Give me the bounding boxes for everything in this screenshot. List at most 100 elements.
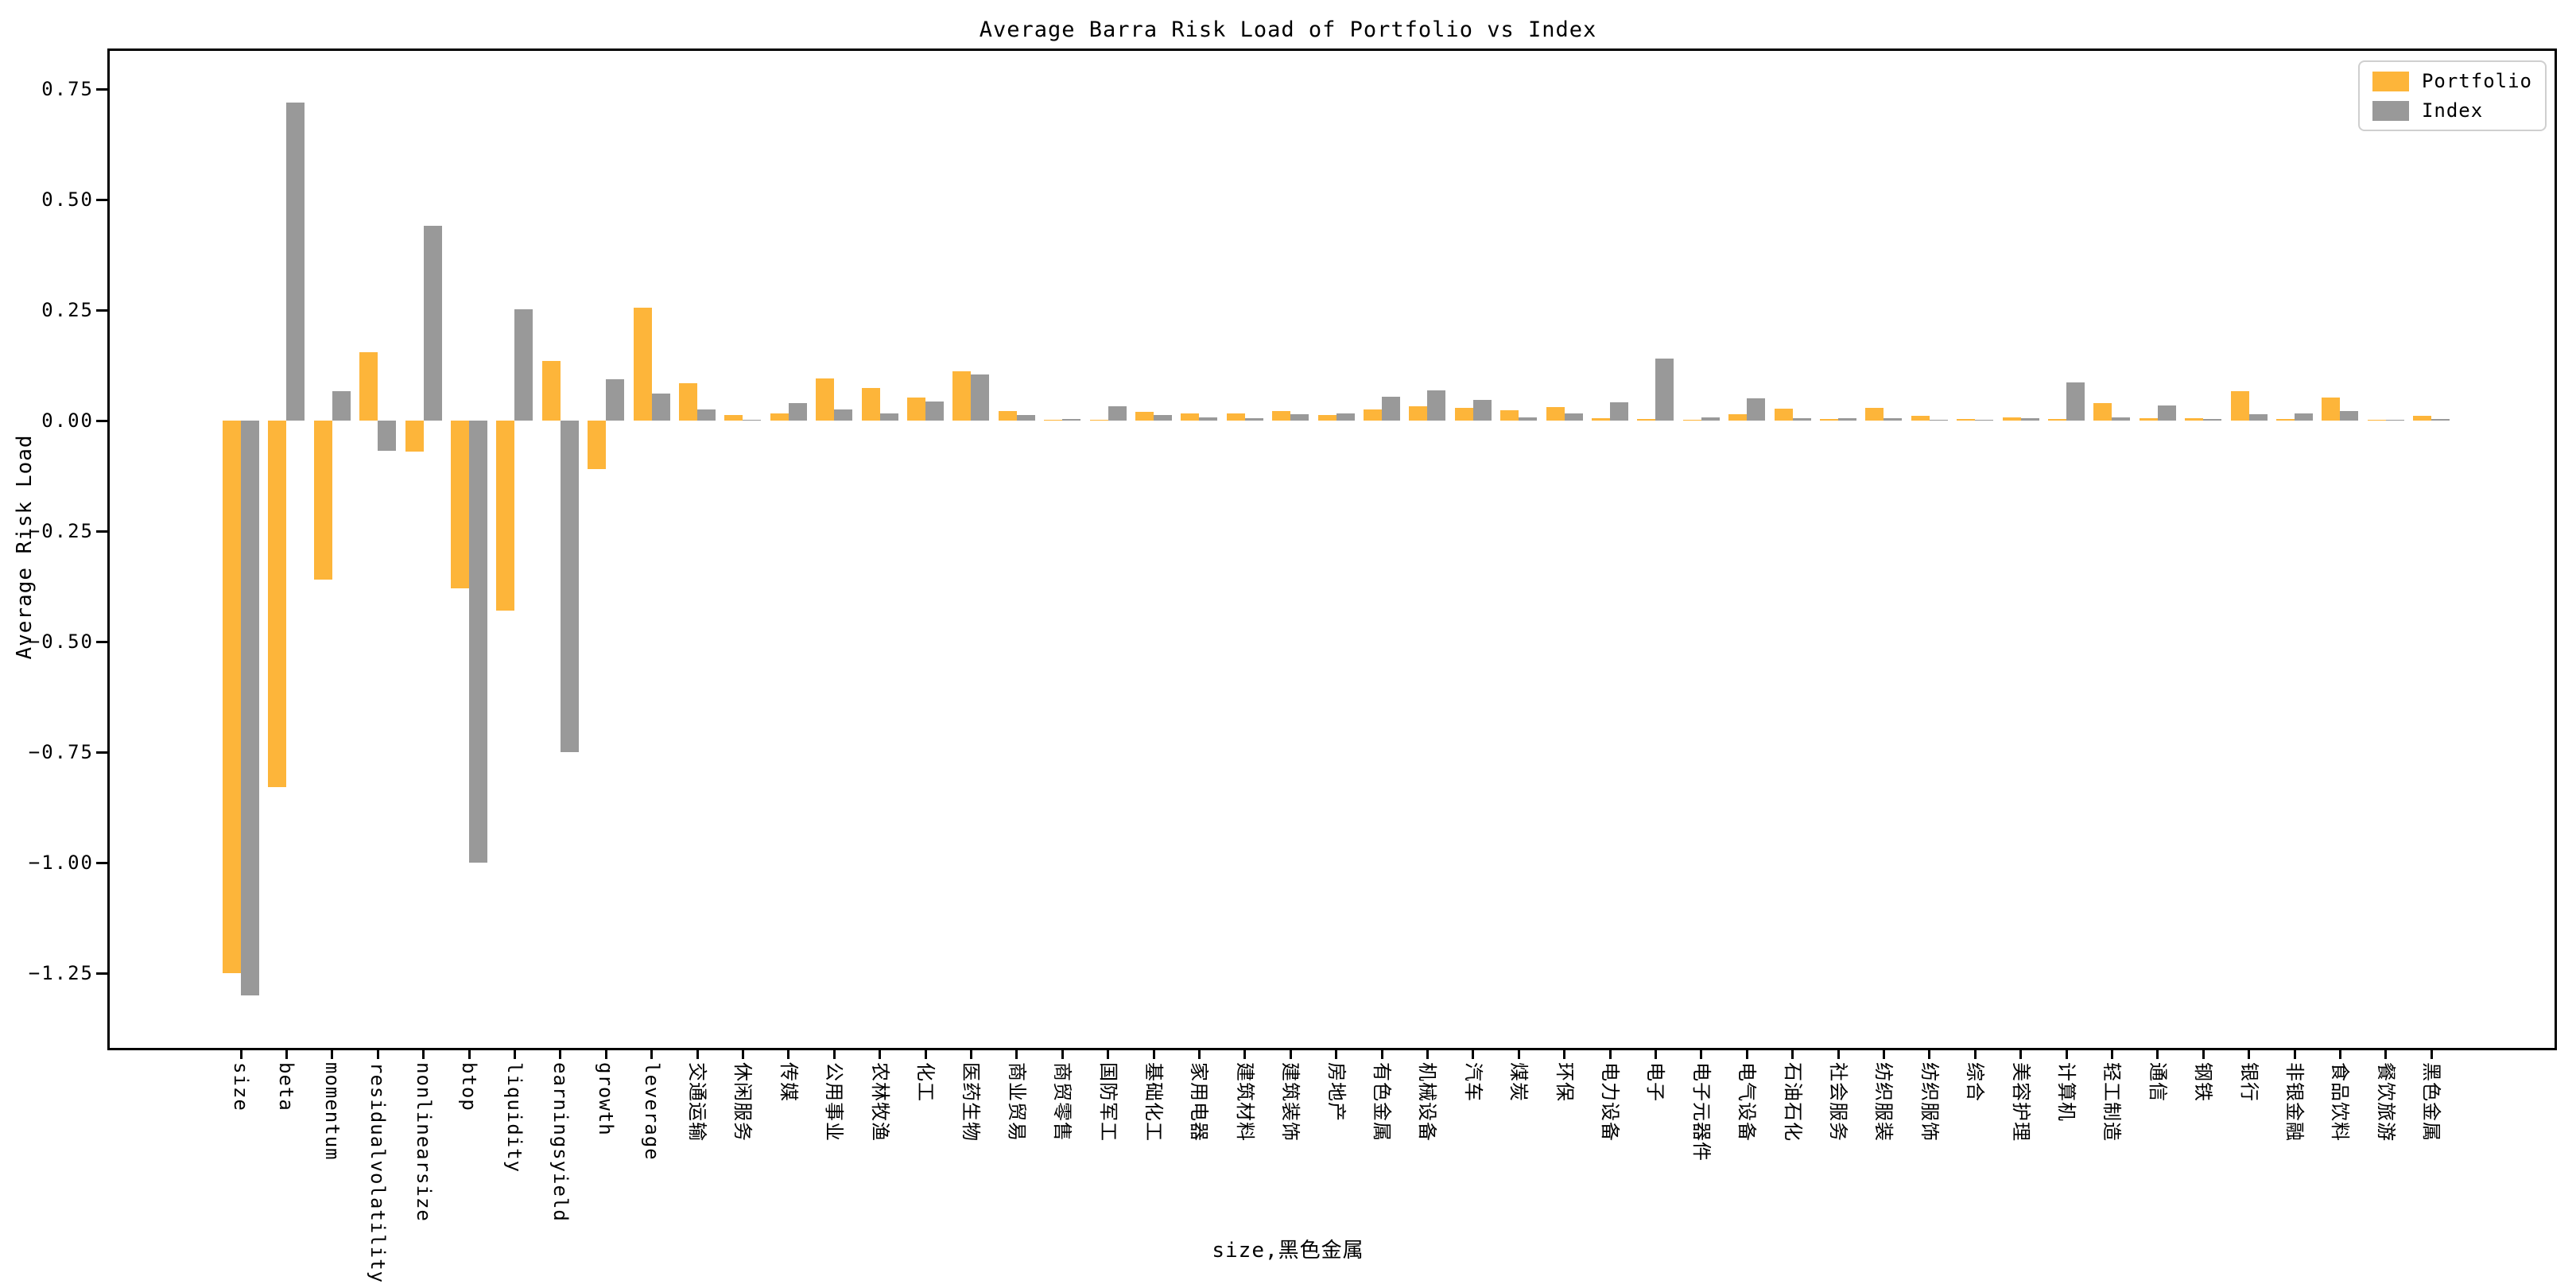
bar-portfolio (1957, 418, 1976, 421)
bar-portfolio (907, 397, 925, 421)
x-tick-mark (2156, 1048, 2159, 1059)
bar-index (332, 390, 351, 421)
x-tick-mark (2384, 1048, 2388, 1059)
x-tick-label: liquidity (503, 1062, 526, 1174)
x-tick-label: 房地产 (1325, 1062, 1348, 1122)
x-tick-label: 机械设备 (1416, 1062, 1439, 1142)
bar-portfolio (1865, 407, 1884, 421)
x-tick-label: 餐饮旅游 (2374, 1062, 2397, 1142)
bar-index (1154, 415, 1172, 421)
x-tick-label: 化工 (914, 1062, 937, 1102)
x-tick-label: 煤炭 (1507, 1062, 1530, 1102)
x-tick-mark (513, 1048, 516, 1059)
bar-portfolio (1728, 413, 1748, 421)
x-tick-label: 医药生物 (960, 1062, 983, 1142)
x-tick-mark (2110, 1048, 2113, 1059)
x-tick-mark (1335, 1048, 1338, 1059)
y-tick-mark (96, 419, 107, 422)
x-tick-mark (1243, 1048, 1247, 1059)
bar-index (606, 378, 625, 421)
bar-index (1472, 400, 1492, 421)
bar-portfolio (2139, 418, 2158, 421)
bar-index (1062, 419, 1081, 421)
x-tick-label: 电气设备 (1736, 1062, 1759, 1142)
x-tick-mark (422, 1048, 425, 1059)
bar-index (2112, 417, 2131, 421)
y-tick-mark (96, 308, 107, 312)
bar-portfolio (998, 411, 1017, 421)
x-tick-label: momentum (320, 1062, 343, 1161)
bar-index (1838, 418, 1856, 421)
bar-index (834, 409, 853, 421)
x-tick-mark (2248, 1048, 2251, 1059)
bar-portfolio (2230, 390, 2249, 421)
bar-index (514, 308, 533, 421)
x-tick-label: 建筑装饰 (1279, 1062, 1302, 1142)
x-tick-label: 纺织服装 (1872, 1062, 1895, 1142)
x-tick-mark (1472, 1048, 1475, 1059)
y-tick-label: 0.00 (41, 409, 94, 432)
x-tick-label: btop (458, 1062, 480, 1111)
bar-index (1336, 413, 1355, 421)
x-tick-label: 美容护理 (2009, 1062, 2032, 1142)
bar-index (1747, 398, 1766, 421)
x-tick-mark (879, 1048, 882, 1059)
bar-portfolio (861, 388, 880, 421)
bar-index (1290, 414, 1309, 421)
bar-index (2295, 413, 2313, 421)
x-tick-label: 非银金融 (2283, 1062, 2306, 1142)
x-tick-mark (559, 1048, 562, 1059)
bar-portfolio (2002, 417, 2021, 421)
bar-index (1701, 417, 1720, 421)
bar-portfolio (1317, 414, 1336, 421)
bar-portfolio (2413, 416, 2432, 421)
x-tick-label: 基础化工 (1143, 1062, 1165, 1142)
bar-portfolio (1089, 419, 1108, 421)
bar-portfolio (223, 421, 241, 973)
bar-index (286, 102, 305, 421)
bar-index (1655, 359, 1674, 421)
x-tick-label: 家用电器 (1188, 1062, 1211, 1142)
x-tick-mark (1608, 1048, 1612, 1059)
bar-index (1884, 418, 1903, 421)
bar-portfolio (1454, 407, 1473, 421)
x-tick-mark (285, 1048, 288, 1059)
y-tick-mark (96, 530, 107, 533)
bar-portfolio (2367, 419, 2386, 421)
x-tick-label: 银行 (2237, 1062, 2260, 1102)
bar-portfolio (1911, 416, 1930, 421)
y-tick-mark (96, 87, 107, 91)
x-tick-label: 电子元器件 (1690, 1062, 1713, 1162)
bar-portfolio (1546, 406, 1565, 421)
bar-portfolio (1500, 410, 1519, 421)
x-tick-mark (1197, 1048, 1201, 1059)
bar-index (1382, 396, 1400, 421)
index-swatch-icon (2372, 100, 2409, 121)
x-tick-label: 商业贸易 (1005, 1062, 1028, 1142)
x-tick-mark (696, 1048, 699, 1059)
bar-portfolio (816, 378, 835, 421)
x-tick-mark (969, 1048, 972, 1059)
x-tick-mark (787, 1048, 790, 1059)
x-tick-label: beta (275, 1062, 298, 1111)
bar-portfolio (541, 360, 561, 421)
x-tick-label: 黑色金属 (2420, 1062, 2443, 1142)
x-tick-label: 商贸零售 (1051, 1062, 1074, 1142)
y-tick-mark (96, 861, 107, 864)
y-tick-label: −0.75 (28, 741, 94, 763)
bar-portfolio (770, 413, 789, 421)
x-tick-mark (1061, 1048, 1064, 1059)
bar-portfolio (268, 421, 287, 788)
x-axis-label: size,黑色金属 (1212, 1239, 1364, 1263)
x-tick-label: nonlinearsize (412, 1062, 435, 1222)
x-tick-mark (331, 1048, 334, 1059)
x-tick-label: 石油石化 (1781, 1062, 1804, 1142)
legend: Portfolio Index (2357, 60, 2547, 131)
bar-portfolio (2185, 418, 2204, 421)
bar-portfolio (1181, 413, 1200, 421)
bar-index (1792, 418, 1811, 421)
y-tick-label: −0.50 (28, 630, 94, 653)
bar-index (925, 401, 944, 421)
x-tick-mark (376, 1048, 379, 1059)
bar-index (378, 421, 397, 451)
